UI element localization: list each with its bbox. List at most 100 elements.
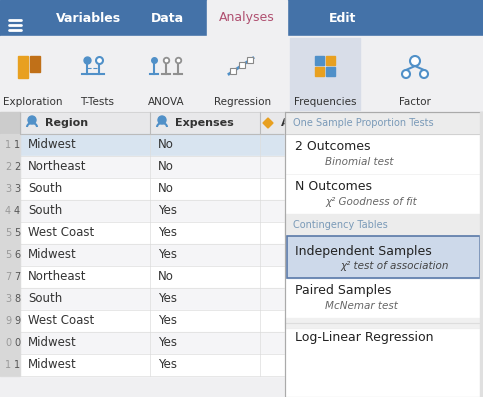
Text: West Coast: West Coast bbox=[28, 227, 94, 239]
Text: 3: 3 bbox=[5, 294, 11, 304]
Text: Yes: Yes bbox=[158, 358, 177, 372]
Text: Yes: Yes bbox=[158, 337, 177, 349]
Text: 3: 3 bbox=[5, 184, 11, 194]
Text: Regression: Regression bbox=[214, 97, 271, 107]
Text: Exploration: Exploration bbox=[3, 97, 63, 107]
Bar bbox=[287, 236, 480, 278]
Text: Midwest: Midwest bbox=[28, 337, 77, 349]
Text: 1: 1 bbox=[14, 140, 20, 150]
Text: Yes: Yes bbox=[158, 204, 177, 218]
Bar bbox=[0, 310, 300, 332]
Text: 5: 5 bbox=[5, 250, 11, 260]
Text: Northeast: Northeast bbox=[28, 270, 86, 283]
Text: South: South bbox=[28, 204, 62, 218]
Text: 4: 4 bbox=[14, 206, 20, 216]
Bar bbox=[0, 266, 300, 288]
Text: 1: 1 bbox=[5, 140, 11, 150]
Polygon shape bbox=[263, 118, 273, 128]
Text: ANOVA: ANOVA bbox=[148, 97, 185, 107]
Text: No: No bbox=[158, 270, 174, 283]
Bar bbox=[0, 156, 300, 178]
Text: 4: 4 bbox=[5, 206, 11, 216]
Text: Contingency Tables: Contingency Tables bbox=[293, 220, 388, 230]
Text: One Sample Proportion Tests: One Sample Proportion Tests bbox=[293, 118, 434, 128]
Bar bbox=[285, 112, 483, 397]
Bar bbox=[287, 236, 480, 278]
Bar bbox=[0, 332, 20, 354]
Bar bbox=[285, 318, 483, 328]
Text: 0: 0 bbox=[14, 338, 20, 348]
Text: No: No bbox=[158, 139, 174, 152]
Text: Midwest: Midwest bbox=[28, 249, 77, 262]
Bar bbox=[0, 222, 20, 244]
Text: South: South bbox=[28, 293, 62, 306]
Bar bbox=[0, 36, 483, 112]
Text: 2: 2 bbox=[5, 162, 11, 172]
Text: Factor: Factor bbox=[399, 97, 431, 107]
Text: χ² Goodness of fit: χ² Goodness of fit bbox=[325, 197, 417, 207]
Bar bbox=[18, 56, 28, 78]
Text: 8: 8 bbox=[14, 294, 20, 304]
Bar bbox=[30, 56, 40, 72]
Text: T-Tests: T-Tests bbox=[80, 97, 114, 107]
Text: Yes: Yes bbox=[158, 249, 177, 262]
Bar bbox=[0, 354, 20, 376]
Text: Paired Samples: Paired Samples bbox=[295, 284, 391, 297]
Bar bbox=[0, 288, 300, 310]
Bar bbox=[0, 178, 300, 200]
Bar bbox=[290, 38, 360, 110]
Text: Yes: Yes bbox=[158, 314, 177, 328]
Text: 1: 1 bbox=[14, 360, 20, 370]
Bar bbox=[285, 112, 483, 134]
Text: Log-Linear Regression: Log-Linear Regression bbox=[295, 331, 434, 344]
Text: Region: Region bbox=[45, 118, 88, 128]
Bar bbox=[0, 244, 20, 266]
Bar bbox=[207, 0, 287, 36]
Text: Variables: Variables bbox=[56, 12, 121, 25]
Text: 6: 6 bbox=[14, 250, 20, 260]
Bar bbox=[480, 112, 483, 397]
Circle shape bbox=[420, 70, 428, 78]
Text: 3: 3 bbox=[14, 184, 20, 194]
Circle shape bbox=[28, 116, 36, 124]
Text: Analyses: Analyses bbox=[219, 12, 275, 25]
Bar bbox=[0, 244, 300, 266]
Text: South: South bbox=[28, 183, 62, 195]
Bar bbox=[315, 56, 324, 65]
Bar bbox=[326, 56, 335, 65]
Text: N Outcomes: N Outcomes bbox=[295, 180, 372, 193]
Bar bbox=[0, 222, 300, 244]
Bar bbox=[0, 178, 20, 200]
Bar bbox=[0, 200, 300, 222]
Text: 2: 2 bbox=[14, 162, 20, 172]
Text: West Coast: West Coast bbox=[28, 314, 94, 328]
Text: Binomial test: Binomial test bbox=[325, 157, 394, 167]
Text: Midwest: Midwest bbox=[28, 358, 77, 372]
Text: Midwest: Midwest bbox=[28, 139, 77, 152]
Text: Independent Samples: Independent Samples bbox=[295, 245, 432, 258]
Bar bbox=[326, 67, 335, 76]
Bar bbox=[0, 266, 20, 288]
Text: 0: 0 bbox=[5, 338, 11, 348]
Text: McNemar test: McNemar test bbox=[325, 301, 398, 311]
Text: 9: 9 bbox=[5, 316, 11, 326]
Text: 5: 5 bbox=[5, 228, 11, 238]
Bar bbox=[0, 112, 300, 134]
Text: Frequencies: Frequencies bbox=[294, 97, 356, 107]
Text: Yes: Yes bbox=[158, 293, 177, 306]
Bar bbox=[0, 0, 483, 36]
Text: Yes: Yes bbox=[158, 227, 177, 239]
Bar bbox=[315, 67, 324, 76]
Text: Northeast: Northeast bbox=[28, 160, 86, 173]
Bar bbox=[0, 134, 20, 156]
Bar bbox=[0, 332, 300, 354]
Text: Age: Age bbox=[281, 118, 305, 128]
Bar bbox=[0, 310, 20, 332]
Text: 1: 1 bbox=[5, 360, 11, 370]
Bar bbox=[0, 156, 20, 178]
Text: 9: 9 bbox=[14, 316, 20, 326]
Text: χ² test of association: χ² test of association bbox=[340, 261, 449, 271]
Bar bbox=[0, 134, 300, 156]
Circle shape bbox=[402, 70, 410, 78]
Circle shape bbox=[158, 116, 166, 124]
